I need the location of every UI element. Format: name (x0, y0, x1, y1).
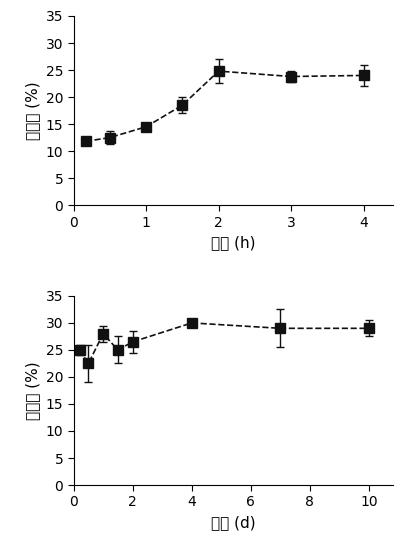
Y-axis label: 除去率 (%): 除去率 (%) (25, 81, 40, 140)
Y-axis label: 除去率 (%): 除去率 (%) (25, 361, 40, 420)
X-axis label: 时间 (d): 时间 (d) (211, 515, 256, 530)
X-axis label: 时间 (h): 时间 (h) (211, 235, 255, 250)
